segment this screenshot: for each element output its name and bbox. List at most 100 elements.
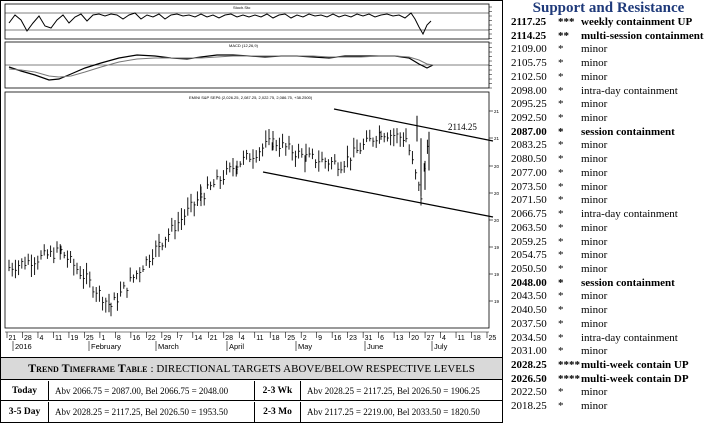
level-description: minor bbox=[581, 43, 608, 56]
level-description: intra-day containment bbox=[581, 208, 678, 221]
macd-line bbox=[8, 54, 434, 81]
x-tick-label: 18 bbox=[473, 335, 481, 342]
level-price: 2092.50 bbox=[511, 112, 547, 125]
x-tick-label: 14 bbox=[194, 335, 202, 342]
x-tick-label: 16 bbox=[132, 335, 140, 342]
list-item: 2040.50 * minor bbox=[511, 304, 711, 318]
level-description: multi-week contain UP bbox=[581, 358, 689, 371]
list-item: 2114.25 ** multi-session containment bbox=[511, 30, 711, 44]
level-stars: * bbox=[558, 262, 564, 275]
x-tick-label: 29 bbox=[163, 335, 171, 342]
level-description: minor bbox=[581, 304, 608, 317]
table-row: 3-5 Day Abv 2028.25 = 2117.25, Bel 2026.… bbox=[1, 402, 502, 422]
x-tick-label: 23 bbox=[349, 335, 357, 342]
x-tick-label: 8 bbox=[117, 335, 121, 342]
level-price: 2031.00 bbox=[511, 345, 547, 358]
level-description: minor bbox=[581, 290, 608, 303]
level-price: 2028.25 bbox=[511, 358, 547, 371]
level-description: minor bbox=[581, 221, 608, 234]
level-stars: * bbox=[558, 249, 564, 262]
level-price: 2080.50 bbox=[511, 153, 547, 166]
level-price: 2098.00 bbox=[511, 84, 547, 97]
list-item: 2034.50 * intra-day containment bbox=[511, 332, 711, 346]
x-tick-label: 31 bbox=[365, 335, 373, 342]
level-stars: * bbox=[558, 70, 564, 83]
x-tick-label: 27 bbox=[427, 335, 435, 342]
level-stars: * bbox=[558, 304, 564, 317]
list-item: 2095.25 * minor bbox=[511, 98, 711, 112]
lower-channel-line bbox=[262, 171, 494, 218]
level-price: 2050.50 bbox=[511, 262, 547, 275]
price-bars bbox=[8, 115, 430, 317]
level-description: minor bbox=[581, 249, 608, 262]
x-tick-label: 21 bbox=[210, 335, 218, 342]
row-value: Abv 2028.25 = 2117.25, Bel 2026.50 = 195… bbox=[49, 402, 255, 422]
level-price: 2026.50 bbox=[511, 372, 547, 385]
level-price: 2071.50 bbox=[511, 194, 547, 207]
x-tick-label: 4 bbox=[39, 335, 43, 342]
x-tick-label: 13 bbox=[396, 335, 404, 342]
list-item: 2043.50 * minor bbox=[511, 290, 711, 304]
level-description: minor bbox=[581, 98, 608, 111]
list-item: 2018.25 * minor bbox=[511, 400, 711, 414]
level-stars: * bbox=[558, 166, 564, 179]
level-stars: * bbox=[558, 57, 564, 70]
level-price: 2043.50 bbox=[511, 290, 547, 303]
list-item: 2092.50 * minor bbox=[511, 112, 711, 126]
level-stars: **** bbox=[558, 372, 580, 385]
list-item: 2087.00 * session containment bbox=[511, 126, 711, 140]
row-value: Abv 2117.25 = 2219.00, Bel 2033.50 = 182… bbox=[307, 407, 480, 417]
x-tick-label: 28 bbox=[225, 335, 233, 342]
stochastic-label: Stoch.Sto bbox=[233, 5, 251, 10]
list-item: 2117.25 *** weekly containment UP bbox=[511, 16, 711, 30]
level-description: minor bbox=[581, 400, 608, 413]
sr-list: 2117.25 *** weekly containment UP 2114.25 **… bbox=[511, 16, 711, 414]
level-description: multi-session containment bbox=[581, 29, 704, 42]
level-stars: * bbox=[558, 221, 564, 234]
level-price: 2105.75 bbox=[511, 57, 547, 70]
level-description: minor bbox=[581, 153, 608, 166]
level-stars: * bbox=[558, 290, 564, 303]
level-price: 2109.00 bbox=[511, 43, 547, 56]
level-stars: * bbox=[558, 125, 564, 138]
level-stars: * bbox=[558, 208, 564, 221]
x-tick-label: 4 bbox=[442, 335, 446, 342]
level-price: 2117.25 bbox=[511, 16, 547, 28]
level-stars: * bbox=[558, 153, 564, 166]
x-month-label: June bbox=[367, 342, 383, 351]
row-value: Abv 2066.75 = 2087.00, Bel 2066.75 = 204… bbox=[49, 381, 255, 400]
x-month-label: April bbox=[229, 342, 244, 351]
list-item: 2098.00 * intra-day containment bbox=[511, 85, 711, 99]
x-tick-label: 11 bbox=[458, 335, 465, 342]
y-tick-label: 20 bbox=[494, 191, 500, 196]
level-price: 2048.00 bbox=[511, 276, 547, 289]
x-tick-label: 4 bbox=[241, 335, 245, 342]
list-item: 2037.50 * minor bbox=[511, 318, 711, 332]
level-description: minor bbox=[581, 317, 608, 330]
level-description: minor bbox=[581, 70, 608, 83]
x-month-label: 2016 bbox=[15, 342, 32, 351]
level-description: minor bbox=[581, 345, 608, 358]
table-row: Today Abv 2066.75 = 2087.00, Bel 2066.75… bbox=[1, 381, 502, 401]
sr-title: Support and Resistance bbox=[532, 0, 685, 16]
upper-channel-line bbox=[333, 108, 494, 142]
list-item: 2050.50 * minor bbox=[511, 263, 711, 277]
y-tick-label: 20 bbox=[494, 218, 500, 223]
stochastic-panel: Stoch.Sto bbox=[4, 3, 490, 40]
row-label: 2-3 Wk bbox=[255, 381, 301, 400]
level-price: 2073.50 bbox=[511, 180, 547, 193]
level-stars: * bbox=[558, 317, 564, 330]
list-item: 2109.00 * minor bbox=[511, 43, 711, 57]
level-description: minor bbox=[581, 166, 608, 179]
y-tick-label: 20 bbox=[494, 164, 500, 169]
x-month-label: March bbox=[158, 342, 179, 351]
list-item: 2083.25 * minor bbox=[511, 139, 711, 153]
level-price: 2102.50 bbox=[511, 70, 547, 83]
level-price: 2087.00 bbox=[511, 125, 547, 138]
price-chart: Stoch.Sto MACD (12,26,9) EMINI S&P SEP6 … bbox=[0, 0, 503, 358]
list-item: 2031.00 * minor bbox=[511, 345, 711, 359]
level-description: intra-day containment bbox=[581, 84, 678, 97]
list-item: 2066.75 * intra-day containment bbox=[511, 208, 711, 222]
level-description: minor bbox=[581, 112, 608, 125]
x-tick-label: 25 bbox=[489, 335, 497, 342]
